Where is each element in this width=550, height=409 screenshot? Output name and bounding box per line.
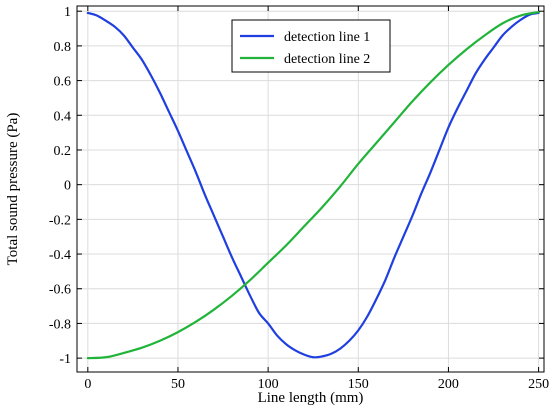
- series-group: [86, 10, 540, 360]
- series-line-detection-line-1: [86, 11, 540, 359]
- x-axis-title: Line length (mm): [258, 390, 364, 406]
- x-tick-label: 150: [348, 377, 369, 392]
- legend: detection line 1 detection line 2: [231, 19, 391, 73]
- x-tick-label: 50: [171, 377, 185, 392]
- plot-area-frame: [76, 5, 545, 373]
- x-tick-label: 200: [438, 377, 459, 392]
- y-tick-label: -0.4: [49, 248, 71, 263]
- y-tick-label: 1: [64, 5, 71, 20]
- grid: [77, 6, 544, 372]
- y-tick-label: 0.4: [54, 109, 72, 124]
- x-tick-label: 250: [528, 377, 549, 392]
- x-tick-label: 100: [258, 377, 279, 392]
- y-tick-label: 0.8: [54, 40, 72, 55]
- y-axis-title: Total sound pressure (Pa): [5, 113, 21, 266]
- y-tick-label: -0.8: [49, 317, 71, 332]
- axis-ticks: 0 50 100 150 200 250 -1 -0.8 -0.6 -0.4 -0.2 0 0.2 0.4…: [49, 5, 549, 392]
- y-tick-label: -1: [59, 352, 71, 367]
- y-tick-label: -0.2: [49, 213, 71, 228]
- legend-label-detection-line-2: detection line 2: [284, 52, 370, 67]
- y-tick-label: -0.6: [49, 283, 71, 298]
- y-tick-label: 0.6: [54, 75, 72, 90]
- x-tick-label: 0: [84, 377, 91, 392]
- series-line-detection-line-2: [86, 10, 540, 360]
- y-tick-label: 0: [64, 179, 71, 194]
- y-tick-label: 0.2: [54, 144, 72, 159]
- legend-label-detection-line-1: detection line 1: [284, 30, 370, 45]
- legend-box: [231, 19, 391, 73]
